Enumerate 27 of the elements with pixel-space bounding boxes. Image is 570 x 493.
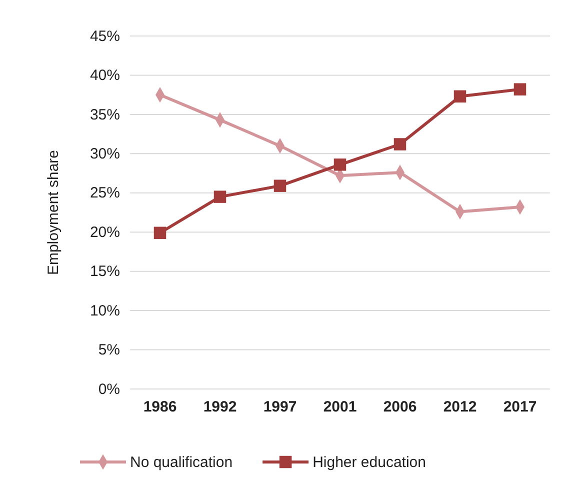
y-tick-label: 5% (98, 342, 120, 359)
x-tick-label: 2017 (503, 398, 537, 416)
x-tick-label: 2006 (383, 398, 417, 416)
y-tick-label: 30% (90, 145, 120, 162)
point (214, 190, 226, 203)
point (154, 226, 166, 240)
y-tick-label: 25% (90, 184, 120, 202)
legend-label: Higher education (312, 454, 426, 471)
point (454, 90, 466, 103)
y-tick-label: 20% (90, 224, 120, 241)
y-tick-label: 45% (90, 28, 120, 45)
y-tick-label: 40% (90, 67, 120, 84)
point (514, 83, 526, 96)
y-tick-label: 15% (90, 263, 120, 280)
point (394, 138, 406, 150)
point (274, 180, 286, 192)
x-tick-label: 1997 (263, 398, 297, 416)
x-tick-label: 1992 (203, 398, 237, 416)
x-tick-label: 2001 (323, 398, 357, 416)
x-tick-label: 1986 (143, 398, 177, 416)
legend-label: No qualification (130, 454, 233, 471)
y-tick-label: 0% (98, 380, 120, 398)
y-tick-label: 35% (90, 106, 120, 124)
x-tick-label: 2012 (443, 398, 477, 416)
y-tick-label: 10% (90, 302, 120, 320)
y-axis-title: Employment share (45, 150, 62, 276)
point (334, 158, 346, 171)
